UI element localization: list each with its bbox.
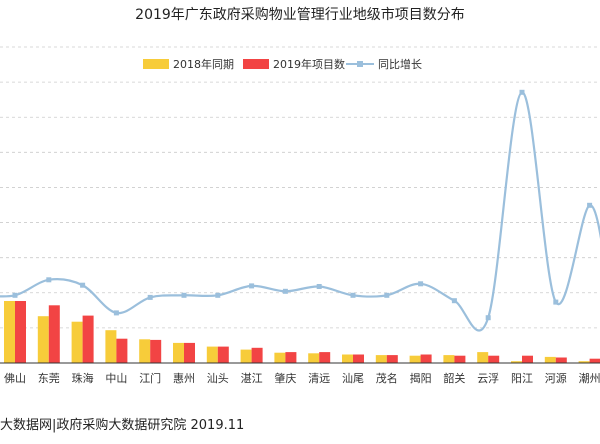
growth-marker-9 [316, 284, 322, 289]
x-tick-label: 江门 [139, 371, 161, 385]
bar-2018-8 [274, 352, 286, 363]
bar-2018-7 [240, 349, 252, 363]
bar-2019-2 [82, 315, 94, 363]
gridlines [0, 46, 600, 329]
bar-2019-7 [251, 347, 263, 363]
bar-2019-16 [555, 357, 567, 363]
x-tick-label: 珠海 [72, 371, 94, 385]
growth-markers [12, 89, 593, 321]
bar-2019-5 [184, 342, 195, 363]
legend-label-growth: 同比增长 [378, 57, 422, 71]
x-tick-label: 中山 [105, 372, 127, 385]
growth-marker-6 [215, 292, 221, 298]
x-tick-label: 揭阳 [410, 371, 432, 385]
bar-2019-17 [589, 358, 600, 363]
bar-2018-15 [511, 361, 522, 363]
growth-marker-11 [384, 292, 390, 298]
legend-swatch-2018 [143, 59, 169, 69]
growth-marker-5 [181, 292, 187, 298]
growth-marker-8 [282, 288, 288, 294]
growth-marker-12 [418, 281, 424, 287]
growth-marker-7 [249, 283, 255, 289]
bar-2018-13 [443, 355, 455, 363]
x-tick-label: 韶关 [443, 371, 465, 385]
growth-marker-0 [12, 292, 18, 298]
x-tick-label: 佛山 [4, 372, 26, 385]
bar-2018-10 [342, 354, 353, 363]
growth-marker-15 [519, 89, 525, 95]
x-tick-label: 惠州 [173, 371, 195, 385]
legend-swatch-2019 [243, 59, 269, 69]
bar-2018-11 [375, 355, 387, 363]
growth-line [0, 91, 600, 332]
x-tick-label: 阳江 [511, 372, 533, 385]
x-tick-label: 潮州 [579, 371, 600, 385]
legend-marker-growth [357, 61, 363, 67]
legend-label-2019: 2019年项目数 [273, 57, 345, 71]
bar-2018-4 [139, 339, 151, 363]
growth-marker-10 [350, 292, 356, 298]
bar-2019-8 [285, 352, 297, 363]
x-tick-label: 东莞 [38, 372, 60, 385]
growth-marker-3 [113, 310, 119, 316]
growth-marker-14 [485, 315, 491, 321]
legend-label-2018: 2018年同期 [173, 57, 234, 71]
x-ticks: 佛山 东莞 珠海 中山 江门 惠州 汕头 湛江 肇庆 清远 汕尾 茂名 揭阳 韶关 云浮 阳江 河源 潮州 [4, 371, 600, 385]
x-tick-label: 汕尾 [342, 372, 364, 385]
bar-2018-3 [105, 330, 117, 363]
bar-2019-10 [353, 354, 364, 363]
bar-2018-16 [544, 356, 556, 363]
bar-2019-13 [454, 355, 466, 363]
bar-2019-9 [319, 352, 331, 363]
growth-marker-2 [80, 282, 86, 288]
bar-2019-4 [150, 339, 162, 363]
bar-2019-1 [48, 305, 60, 363]
growth-marker-1 [46, 277, 52, 283]
x-tick-label: 湛江 [241, 372, 263, 385]
growth-marker-13 [451, 298, 457, 304]
bar-2018-14 [477, 352, 489, 363]
x-tick-label: 云浮 [477, 372, 499, 385]
x-tick-label: 河源 [545, 371, 567, 385]
x-tick-label: 汕头 [207, 372, 229, 385]
bar-2018-5 [173, 342, 184, 363]
source-text: 大数据网|政府采购大数据研究院 2019.11 [0, 418, 245, 433]
bar-2018-17 [578, 361, 590, 363]
x-tick-label: 茂名 [376, 371, 398, 385]
legend: 2018年同期 2019年项目数 同比增长 [143, 57, 422, 71]
bars [4, 301, 600, 363]
chart-title: 2019年广东政府采购物业管理行业地级市项目数分布 [135, 6, 465, 23]
bar-2018-2 [71, 321, 83, 363]
bar-2019-6 [217, 346, 229, 363]
bar-2018-6 [206, 346, 218, 363]
bar-2018-9 [308, 353, 320, 363]
bar-2018-1 [37, 316, 49, 363]
x-tick-label: 清远 [308, 372, 330, 385]
bar-2019-11 [386, 355, 398, 363]
growth-marker-4 [147, 294, 153, 300]
bar-2019-14 [488, 355, 500, 363]
bar-2019-12 [420, 354, 432, 363]
growth-marker-16 [553, 299, 559, 305]
bar-2019-3 [116, 338, 128, 363]
bar-2019-0 [15, 301, 26, 363]
bar-2019-15 [522, 355, 533, 363]
growth-marker-17 [587, 202, 593, 208]
x-tick-label: 肇庆 [274, 371, 296, 385]
bar-2018-0 [4, 301, 15, 363]
bar-2018-12 [409, 355, 421, 363]
